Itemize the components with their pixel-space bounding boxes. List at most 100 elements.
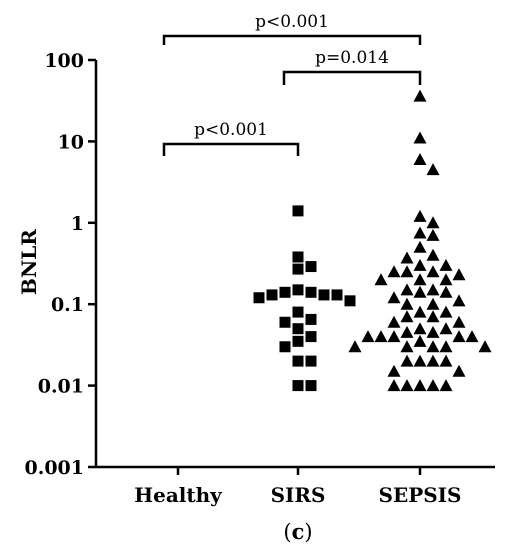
data-point-triangle [439,273,453,286]
x-axis: Healthy SIRS SEPSIS [96,465,495,507]
y-tick-label: 0.1 [51,294,84,316]
data-point-triangle [426,325,440,338]
data-point-triangle [348,340,362,353]
data-point-triangle [439,354,453,367]
y-tick-label: 1 [71,213,84,235]
data-point-triangle [426,354,440,367]
data-point-triangle [413,89,427,102]
data-point-triangle [400,325,414,338]
data-point-square [331,289,343,301]
data-point-triangle [400,354,414,367]
data-point-triangle [426,283,440,296]
data-point-triangle [413,273,427,286]
data-point-triangle [400,379,414,392]
figure-caption: (c) [283,519,312,544]
data-point-triangle [426,340,440,353]
data-point-square [292,205,304,217]
y-tick-label: 0.001 [25,457,85,479]
data-point-triangle [387,315,401,328]
data-point-triangle [413,334,427,347]
data-point-triangle [400,340,414,353]
data-point-square [305,355,317,367]
data-point-triangle [452,330,466,343]
data-point-square [344,295,356,307]
data-point-triangle [439,258,453,271]
data-point-triangle [426,228,440,241]
data-point-triangle [426,248,440,261]
data-point-triangle [452,294,466,307]
data-point-square [305,331,317,343]
data-point-square [292,335,304,347]
significance-bracket [282,70,422,85]
y-axis: 100 10 1 0.1 0.01 0.001 [25,50,98,479]
data-point-triangle [452,364,466,377]
data-point-triangle [374,273,388,286]
p-value-label: p<0.001 [255,12,329,32]
data-point-triangle [387,291,401,304]
data-point-triangle [439,305,453,318]
y-tick-label: 10 [58,131,84,153]
data-point-square [292,306,304,318]
data-point-square [305,380,317,392]
data-point-square [266,289,278,301]
data-point-triangle [400,310,414,323]
data-point-triangle [413,305,427,318]
data-point-triangle [426,297,440,310]
caption-letter: c [292,519,305,544]
x-category-label: SEPSIS [379,483,462,507]
x-category-label: SIRS [271,483,326,507]
x-category-label: Healthy [134,483,223,507]
data-point-triangle [387,379,401,392]
data-point-triangle [413,354,427,367]
data-point-triangle [413,322,427,335]
data-point-square [318,289,330,301]
data-point-triangle [400,297,414,310]
data-point-triangle [439,322,453,335]
data-point-triangle [426,379,440,392]
significance-bracket [162,142,300,156]
caption-close: ) [304,520,312,544]
data-point-triangle [413,258,427,271]
data-point-triangle [400,265,414,278]
data-point-triangle [413,152,427,165]
data-point-triangle [452,268,466,281]
data-point-square [279,286,291,298]
data-point-triangle [400,251,414,264]
data-point-square [292,323,304,335]
data-point-triangle [387,330,401,343]
data-point-triangle [413,240,427,253]
data-point-square [292,284,304,296]
data-point-triangle [413,131,427,144]
significance-bracket [162,34,422,45]
data-point-square [292,355,304,367]
data-point-triangle [387,364,401,377]
data-point-triangle [478,340,492,353]
significance-brackets: p<0.001 p=0.014 p<0.001 [162,12,422,156]
data-point-triangle [426,310,440,323]
data-point-triangle [439,285,453,298]
data-point-triangle [413,209,427,222]
data-point-square [279,341,291,353]
data-point-triangle [452,315,466,328]
data-point-triangle [439,379,453,392]
data-point-square [305,261,317,273]
data-point-triangle [374,330,388,343]
data-point-triangle [465,330,479,343]
data-point-square [292,251,304,263]
data-point-triangle [426,216,440,229]
data-point-square [305,286,317,298]
data-point-triangle [413,379,427,392]
p-value-label: p=0.014 [315,48,389,68]
data-point-square [292,263,304,275]
data-points [253,89,492,392]
data-point-triangle [387,265,401,278]
data-point-square [305,313,317,325]
caption-open: ( [283,520,291,544]
data-point-triangle [426,265,440,278]
y-tick-label: 100 [44,50,84,72]
data-point-triangle [413,285,427,298]
data-point-triangle [439,340,453,353]
data-point-triangle [413,226,427,239]
data-point-square [279,316,291,328]
